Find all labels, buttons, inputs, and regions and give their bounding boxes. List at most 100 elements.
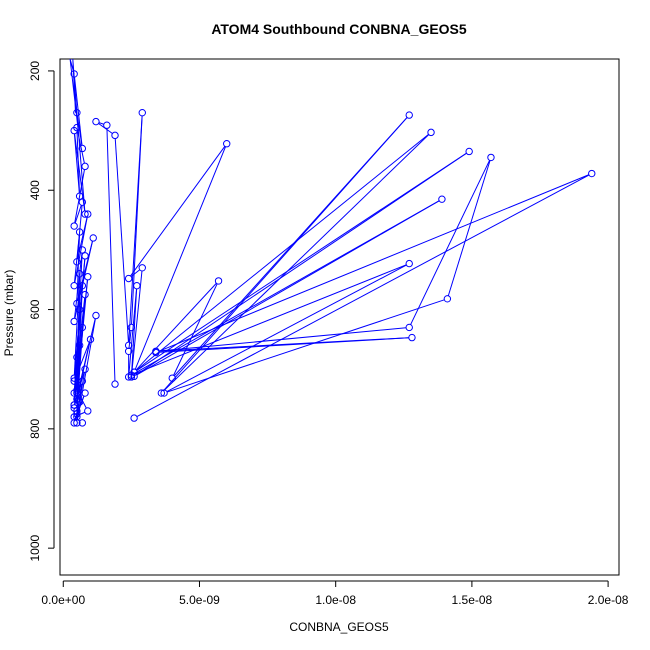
data-point [124, 274, 133, 283]
data-point [111, 131, 119, 140]
series-segment [77, 130, 85, 164]
x-axis: 0.0e+00 5.0e-09 1.0e-08 1.5e-08 2.0e-08 [41, 580, 629, 607]
data-point [138, 108, 146, 117]
data-point [78, 281, 87, 290]
series-segment [131, 115, 143, 325]
data-point [70, 374, 78, 382]
plot-frame [59, 58, 620, 576]
series-segment [106, 128, 116, 381]
data-point [73, 413, 81, 421]
data-point [70, 377, 78, 385]
series-segment [136, 133, 429, 371]
series-segment [76, 115, 86, 211]
y-axis: 200 400 600 800 1000 [28, 61, 55, 562]
y-tick-label: 200 [28, 61, 42, 81]
series-segment [410, 160, 491, 325]
data-point [73, 123, 81, 132]
data-point [81, 365, 89, 373]
data-point [73, 258, 81, 266]
series-segment [73, 276, 80, 375]
data-point [130, 414, 138, 422]
data-point [157, 389, 166, 397]
data-point [73, 353, 81, 361]
data-point [127, 371, 136, 379]
data-point [78, 246, 87, 254]
y-tick-label: 400 [28, 180, 42, 200]
series-segment [130, 146, 226, 277]
x-tick-label: 0.0e+00 [41, 593, 85, 607]
data-point [223, 140, 231, 148]
data-point [81, 389, 89, 397]
series-segment [74, 342, 90, 379]
data-point [84, 210, 92, 218]
data-point [73, 386, 81, 394]
data-point [84, 407, 92, 415]
data-point [81, 210, 89, 218]
data-point [443, 295, 452, 303]
series-segment [447, 160, 491, 296]
data-point [86, 335, 95, 344]
data-point [78, 323, 87, 332]
series-segment [131, 270, 143, 374]
series-segment [135, 282, 217, 371]
data-point [78, 377, 87, 385]
data-point [160, 389, 168, 397]
series-segment [76, 411, 86, 417]
data-point [487, 153, 495, 162]
data-point [70, 281, 78, 290]
data-point [70, 222, 78, 230]
data-point [427, 128, 435, 137]
data-point [75, 228, 84, 236]
data-point [78, 144, 87, 153]
series-segment [166, 299, 445, 393]
series-segment [98, 122, 104, 125]
series-segment [74, 253, 83, 319]
series-segment [133, 200, 440, 375]
x-axis-label: CONBNA_GEOS5 [289, 620, 389, 634]
data-point [75, 192, 84, 200]
x-tick-label: 5.0e-09 [179, 593, 220, 607]
data-point [81, 162, 89, 171]
data-point [75, 398, 84, 406]
series-segment [136, 152, 467, 375]
x-tick-label: 2.0e-08 [588, 593, 629, 607]
data-point [75, 341, 84, 350]
data-point [70, 404, 78, 412]
series-segment [74, 133, 86, 211]
y-tick-label: 800 [28, 419, 42, 439]
y-tick-label: 1000 [28, 534, 42, 561]
data-point [111, 380, 119, 388]
series-segment [136, 152, 467, 371]
series-segment [76, 130, 80, 194]
series-segment [136, 174, 590, 418]
data-point [89, 234, 97, 242]
data-point [70, 317, 78, 326]
series-segment [74, 77, 83, 146]
series-segment [130, 269, 141, 277]
chart-title: ATOM4 Southbound CONBNA_GEOS5 [211, 21, 467, 37]
data-point [133, 281, 141, 290]
series-segment [76, 115, 83, 146]
series-segment [134, 264, 407, 375]
data-point [92, 117, 100, 126]
data-point [78, 198, 87, 206]
x-tick-label: 1.0e-08 [315, 593, 356, 607]
data-point [84, 273, 92, 281]
data-point [78, 419, 87, 427]
data-point [81, 252, 89, 260]
series-segment [159, 327, 407, 352]
data-point [438, 195, 446, 203]
data-point [152, 348, 160, 357]
series-segment [74, 205, 82, 224]
y-axis-label: Pressure (mbar) [2, 270, 16, 357]
data-point [81, 290, 89, 299]
data-point [168, 374, 176, 382]
data-point [73, 299, 81, 308]
data-point [138, 264, 146, 272]
data-point [214, 277, 223, 285]
series-segment [76, 318, 96, 420]
series-segment [173, 283, 218, 376]
data-point [70, 401, 78, 409]
series-segment [134, 146, 226, 370]
